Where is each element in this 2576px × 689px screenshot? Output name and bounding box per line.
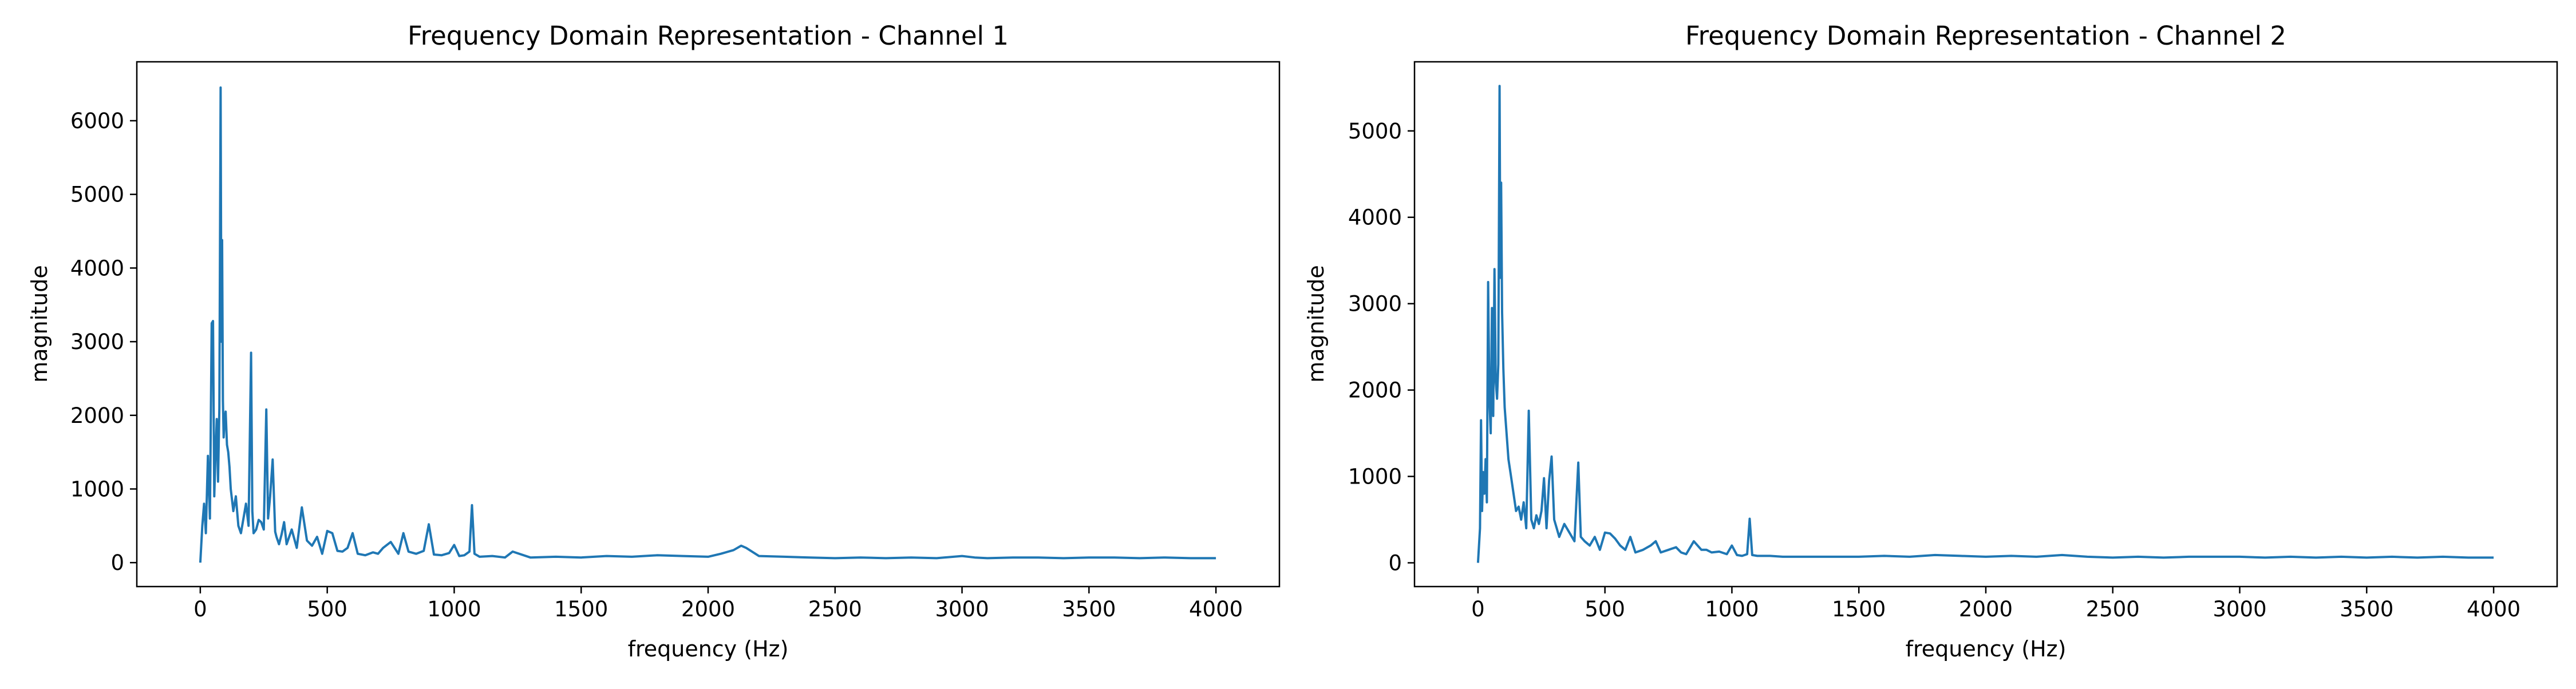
- x-tick-label: 2500: [2086, 597, 2140, 621]
- y-tick-label: 0: [110, 551, 124, 575]
- y-tick-label: 1000: [1348, 465, 1402, 489]
- plot-area-frame: [1413, 61, 2558, 588]
- series-line: [199, 86, 1216, 563]
- series-group: [199, 86, 1216, 563]
- y-tick-label: 4000: [70, 256, 124, 280]
- x-tick-label: 3500: [2340, 597, 2393, 621]
- x-tick-label: 4000: [1189, 597, 1243, 621]
- x-tick-label: 1000: [1705, 597, 1759, 621]
- x-tick-label: 2000: [1959, 597, 2013, 621]
- x-tick-label: 0: [193, 597, 207, 621]
- series-line: [1476, 85, 2494, 563]
- y-tick-label: 5000: [70, 183, 124, 207]
- x-tick-label: 2000: [681, 597, 735, 621]
- plot-area-frame: [136, 61, 1281, 588]
- chart-panel-channel-1: Frequency Domain Representation - Channe…: [27, 21, 1281, 662]
- x-tick-label: 2500: [808, 597, 862, 621]
- y-tick-label: 2000: [1348, 378, 1402, 403]
- y-tick-label: 0: [1388, 551, 1402, 575]
- x-tick-label: 500: [1585, 597, 1625, 621]
- y-tick-label: 3000: [70, 330, 124, 354]
- x-tick-label: 3500: [1062, 597, 1116, 621]
- x-tick-label: 3000: [935, 597, 989, 621]
- y-tick-label: 6000: [70, 109, 124, 133]
- x-tick-label: 3000: [2212, 597, 2266, 621]
- y-tick-label: 3000: [1348, 292, 1402, 316]
- x-tick-label: 1000: [427, 597, 481, 621]
- x-tick-label: 4000: [2467, 597, 2520, 621]
- y-tick-label: 1000: [70, 477, 124, 501]
- axis-ticks: 0 500 1000 1500 2000 2500 3000 3500 4000 0 1000 200…: [70, 109, 1243, 621]
- x-tick-label: 0: [1471, 597, 1485, 621]
- x-axis-label: frequency (Hz): [1906, 636, 2067, 662]
- y-tick-label: 4000: [1348, 205, 1402, 230]
- y-axis-label: magnitude: [27, 265, 52, 383]
- chart-title: Frequency Domain Representation - Channe…: [408, 21, 1009, 51]
- x-tick-label: 1500: [1832, 597, 1886, 621]
- axis-ticks: 0 500 1000 1500 2000 2500 3000 3500 4000 0 1000 200…: [1348, 119, 2520, 621]
- series-group: [1476, 85, 2494, 563]
- y-tick-label: 2000: [70, 403, 124, 428]
- chart-title: Frequency Domain Representation - Channe…: [1685, 21, 2286, 51]
- x-axis-label: frequency (Hz): [628, 636, 789, 662]
- y-tick-label: 5000: [1348, 119, 1402, 144]
- y-axis-label: magnitude: [1303, 265, 1329, 383]
- x-tick-label: 1500: [554, 597, 608, 621]
- chart-panel-channel-2: Frequency Domain Representation - Channe…: [1303, 21, 2558, 662]
- x-tick-label: 500: [307, 597, 347, 621]
